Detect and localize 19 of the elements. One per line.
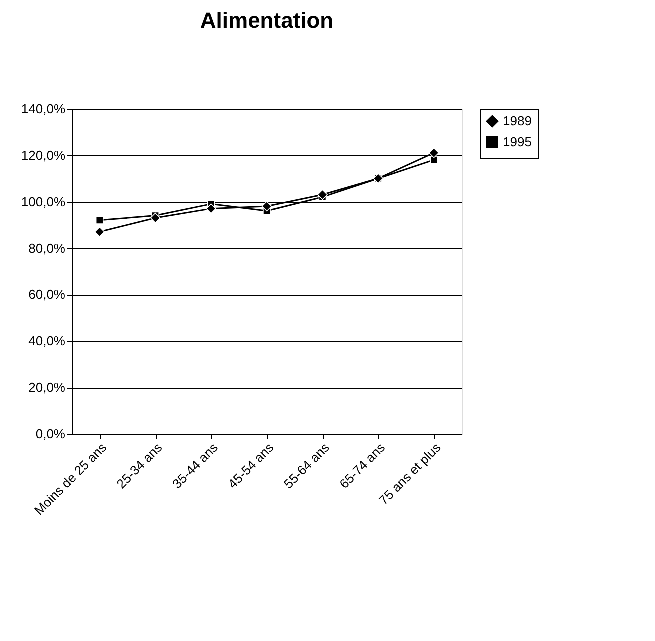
point <box>262 201 272 212</box>
legend-label: 1995 <box>503 134 532 150</box>
legend-label: 1989 <box>503 114 532 128</box>
point <box>430 156 438 164</box>
point <box>150 212 161 224</box>
chart-title: Alimentation <box>200 8 334 33</box>
y-tick-label: 100,0% <box>21 194 66 210</box>
y-tick-label: 120,0% <box>21 148 66 163</box>
y-tick-label: 80,0% <box>28 240 66 256</box>
y-tick-label: 0,0% <box>36 426 66 442</box>
y-tick-label: 60,0% <box>28 287 66 302</box>
y-tick-label: 20,0% <box>28 380 66 396</box>
y-tick-label: 40,0% <box>28 334 66 349</box>
point <box>429 148 440 158</box>
point <box>206 204 216 214</box>
y-tick-label: 140,0% <box>21 102 66 116</box>
point <box>96 216 104 224</box>
point <box>94 226 105 238</box>
point <box>318 190 328 200</box>
